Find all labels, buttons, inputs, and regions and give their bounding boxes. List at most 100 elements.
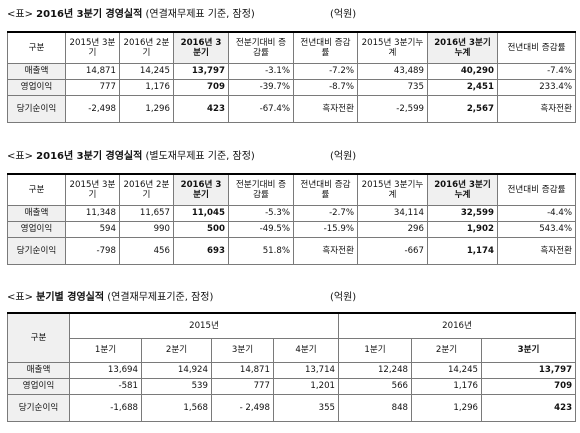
quarter-header: 4분기 — [272, 337, 340, 363]
cell: -3.1% — [228, 62, 294, 80]
year-header-row: 구분 2015년 2016년 — [7, 312, 577, 363]
cell: 13,714 — [272, 361, 340, 379]
cell: 11,045 — [173, 204, 229, 222]
header-cell: 2016년 3분기누계 — [427, 31, 498, 64]
header-cell: 2016년 2분기 — [119, 173, 174, 206]
unit-label: (억원) — [330, 151, 357, 162]
header-cell: 2015년 3분기누계 — [357, 173, 428, 206]
row-label: 영업이익 — [7, 78, 66, 96]
title-main: 2016년 3분기 경영실적 — [36, 151, 143, 162]
title-main: 2016년 3분기 경영실적 — [36, 9, 143, 20]
table-row: 영업이익 594 990 500 -49.5% -15.9% 296 1,902… — [7, 220, 576, 238]
header-cell: 2016년 3분기누계 — [427, 173, 498, 206]
cell: 40,290 — [427, 62, 498, 80]
cell: 14,245 — [411, 361, 483, 379]
unit-label: (억원) — [330, 292, 357, 303]
cell: 13,797 — [173, 62, 229, 80]
table-row: 매출액 14,871 14,245 13,797 -3.1% -7.2% 43,… — [7, 62, 576, 80]
header-row: 구분 2015년 3분기 2016년 2분기 2016년 3분기 전분기대비 증… — [7, 173, 576, 206]
cell: 1,201 — [272, 377, 340, 395]
header-cell: 2016년 3분기 — [173, 31, 229, 64]
cell: 11,348 — [65, 204, 120, 222]
row-label: 매출액 — [7, 204, 66, 222]
title-prefix: <표> — [7, 292, 33, 303]
header-cell: 전년대비 증감률 — [293, 31, 358, 64]
title-main: 분기별 경영실적 — [36, 292, 105, 303]
cell: -2,599 — [357, 94, 428, 123]
header-cell: 전년대비 증감률 — [497, 31, 576, 64]
header-cell: 전분기대비 증감률 — [228, 31, 294, 64]
cell: 990 — [119, 220, 174, 238]
row-label: 매출액 — [7, 361, 70, 379]
row-label: 매출액 — [7, 62, 66, 80]
row-label: 당기순이익 — [7, 94, 66, 123]
year-header-2016: 2016년 — [338, 312, 577, 339]
cell: 13,694 — [69, 361, 142, 379]
cell: 423 — [481, 393, 577, 422]
table-row: 매출액 11,348 11,657 11,045 -5.3% -2.7% 34,… — [7, 204, 576, 222]
cell: 777 — [211, 377, 274, 395]
cell: -581 — [69, 377, 142, 395]
cell: 2,451 — [427, 78, 498, 96]
cell: -49.5% — [228, 220, 294, 238]
cell: 1,176 — [119, 78, 174, 96]
section-title: <표> 분기별 경영실적 (연결재무제표기준, 잠정) — [7, 288, 213, 303]
quarterly-table: 구분 2015년 2016년 1분기 2분기 3분기 4분기 1분기 2분기 3… — [7, 312, 577, 422]
title-basis: (연결재무제표 기준, 잠정) — [145, 9, 255, 20]
cell: 1,568 — [141, 393, 212, 422]
row-label: 영업이익 — [7, 377, 70, 395]
cell: 14,871 — [65, 62, 120, 80]
cell: 12,248 — [338, 361, 413, 379]
quarter-header: 1분기 — [69, 337, 142, 363]
header-cell: 2016년 2분기 — [119, 31, 174, 64]
cell: 흑자전환 — [293, 236, 358, 265]
table-row: 영업이익 777 1,176 709 -39.7% -8.7% 735 2,45… — [7, 78, 576, 96]
cell: 566 — [338, 377, 413, 395]
cell: 1,174 — [427, 236, 498, 265]
header-cell: 2015년 3분기누계 — [357, 31, 428, 64]
cell: -7.4% — [497, 62, 576, 80]
cell: -798 — [65, 236, 120, 265]
cell: 693 — [173, 236, 229, 265]
year-header-2015: 2015년 — [68, 312, 340, 339]
header-cell: 구분 — [7, 173, 66, 206]
table-row: 당기순이익 -798 456 693 51.8% 흑자전환 -667 1,174… — [7, 236, 576, 265]
header-cell: 구분 — [7, 31, 66, 64]
row-label: 당기순이익 — [7, 236, 66, 265]
unit-label: (억원) — [330, 9, 357, 20]
cell: 456 — [119, 236, 174, 265]
quarter-header-row: 1분기 2분기 3분기 4분기 1분기 2분기 3분기 — [8, 337, 577, 363]
title-basis: (별도재무제표 기준, 잠정) — [145, 151, 255, 162]
header-cell: 전년대비 증감률 — [497, 173, 576, 206]
cell: 233.4% — [497, 78, 576, 96]
header-cell: 2015년 3분기 — [65, 173, 120, 206]
quarter-header: 2분기 — [411, 337, 483, 363]
section-title: <표> 2016년 3분기 경영실적 (연결재무제표 기준, 잠정) — [7, 5, 255, 20]
cell: 흑자전환 — [497, 236, 576, 265]
cell: 32,599 — [427, 204, 498, 222]
cell: 1,902 — [427, 220, 498, 238]
header-row: 구분 2015년 3분기 2016년 2분기 2016년 3분기 전분기대비 증… — [7, 31, 576, 64]
cell: -5.3% — [228, 204, 294, 222]
cell: -2.7% — [293, 204, 358, 222]
header-cell: 2016년 3분기 — [173, 173, 229, 206]
results-table: 구분 2015년 3분기 2016년 2분기 2016년 3분기 전분기대비 증… — [7, 173, 576, 265]
cell: 1,296 — [411, 393, 483, 422]
cell: 1,176 — [411, 377, 483, 395]
quarter-header: 3분기 — [211, 337, 274, 363]
quarter-header: 2분기 — [141, 337, 212, 363]
cell: 11,657 — [119, 204, 174, 222]
corner-header: 구분 — [7, 312, 70, 363]
cell: 1,296 — [119, 94, 174, 123]
table-row: 당기순이익 -1,688 1,568 - 2,498 355 848 1,296… — [7, 393, 577, 422]
cell: 2,567 — [427, 94, 498, 123]
section-title: <표> 2016년 3분기 경영실적 (별도재무제표 기준, 잠정) — [7, 147, 255, 162]
cell: 735 — [357, 78, 428, 96]
title-prefix: <표> — [7, 9, 33, 20]
cell: -4.4% — [497, 204, 576, 222]
table-row: 영업이익 -581 539 777 1,201 566 1,176 709 — [7, 377, 577, 395]
header-cell: 전년대비 증감률 — [293, 173, 358, 206]
cell: -667 — [357, 236, 428, 265]
title-basis: (연결재무제표기준, 잠정) — [107, 292, 214, 303]
row-label: 당기순이익 — [7, 393, 70, 422]
